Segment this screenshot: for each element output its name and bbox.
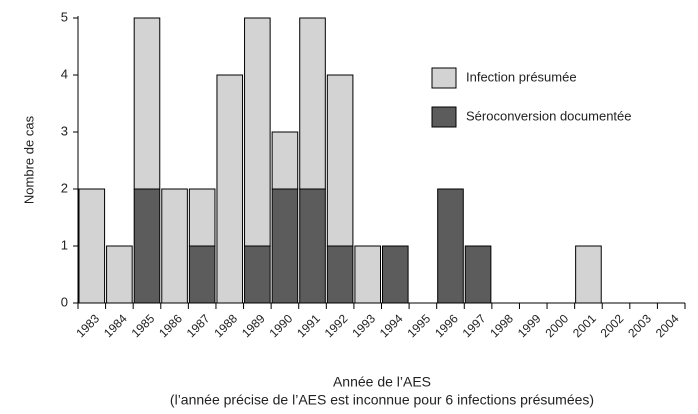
y-tick-label: 4 <box>61 66 68 81</box>
y-axis-title: Nombre de cas <box>21 115 36 204</box>
bar-segment <box>133 17 161 190</box>
x-tick-label: 1999 <box>515 311 544 340</box>
bar-segment <box>161 188 188 304</box>
bar-segment <box>244 245 271 304</box>
x-tick-label: 1998 <box>487 311 516 340</box>
bar-segment <box>133 188 161 304</box>
x-tick-label: 1995 <box>404 311 433 340</box>
legend-swatch <box>431 67 457 89</box>
bar-segment <box>271 131 299 190</box>
x-tick-label: 1993 <box>349 311 378 340</box>
bar-segment <box>188 188 216 247</box>
x-tick-label: 2001 <box>570 311 599 340</box>
legend-label: Séroconversion documentée <box>466 108 632 123</box>
bar-segment <box>106 245 133 304</box>
bar-segment <box>78 188 106 304</box>
x-tick-label: 1984 <box>101 311 130 340</box>
y-tick-label: 0 <box>61 294 68 309</box>
bar-segment <box>299 188 326 304</box>
x-tick-label: 1985 <box>129 311 158 340</box>
bar-segment <box>216 74 244 304</box>
bar-segment <box>575 245 602 304</box>
x-tick-label: 1997 <box>460 311 489 340</box>
bar-segment <box>244 17 271 247</box>
y-tick-label: 3 <box>61 123 68 138</box>
x-tick-label: 1988 <box>211 311 240 340</box>
x-tick-label: 1994 <box>377 311 406 340</box>
x-tick-label: 1983 <box>73 311 102 340</box>
bar-segment <box>188 245 216 304</box>
legend-swatch <box>431 106 457 128</box>
bar-segment <box>437 188 464 304</box>
x-tick-label: 1987 <box>184 311 213 340</box>
x-tick-label: 1992 <box>322 311 351 340</box>
x-tick-label: 2003 <box>625 311 654 340</box>
bar-segment <box>354 245 381 304</box>
x-tick-label: 1996 <box>432 311 461 340</box>
bar-segment <box>326 245 354 304</box>
x-tick-label: 1989 <box>239 311 268 340</box>
legend-label: Infection présumée <box>466 69 577 84</box>
y-tick-label: 5 <box>61 9 68 24</box>
bar-segment <box>326 74 354 247</box>
x-tick-label: 1991 <box>294 311 323 340</box>
y-tick-label: 1 <box>61 237 68 252</box>
bar-segment <box>299 17 326 190</box>
bar-segment <box>271 188 299 304</box>
bar-segment <box>464 245 492 304</box>
x-tick-label: 1986 <box>156 311 185 340</box>
x-tick-label: 2004 <box>653 311 682 340</box>
x-tick-label: 2000 <box>542 311 571 340</box>
x-tick-label: 2002 <box>598 311 627 340</box>
y-tick-label: 2 <box>61 180 68 195</box>
x-axis-title: Année de l’AES <box>333 374 431 390</box>
x-tick-label: 1990 <box>267 311 296 340</box>
bar-segment <box>382 245 409 304</box>
x-axis-note: (l’année précise de l’AES est inconnue p… <box>170 392 594 408</box>
